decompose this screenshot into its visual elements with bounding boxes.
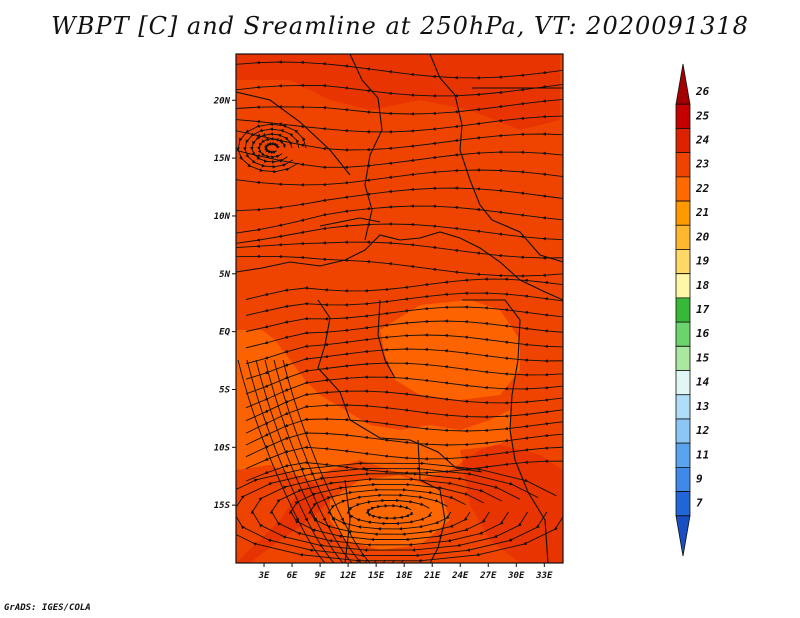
colorbar-swatch [675,128,691,154]
colorbar-swatch [675,345,691,371]
colorbar-label: 15 [696,351,710,364]
lat-tick-label: 15N [214,154,231,164]
colorbar-swatch [675,249,691,275]
colorbar-swatch [675,63,691,105]
colorbar-swatch [675,491,691,517]
grads-credit: GrADS: IGES/COLA [4,603,91,613]
map-title: WBPT [C] and Sreamline at 250hPa, VT: 20… [51,12,749,40]
colorbar-label: 20 [695,230,710,243]
colorbar-label: 25 [695,109,710,122]
streamline [245,417,563,446]
colorbar-label: 26 [695,85,710,98]
colorbar-label: 22 [695,182,710,195]
colorbar-label: 9 [696,472,703,485]
colorbar-label: 11 [696,448,709,461]
colorbar-swatch [675,466,691,492]
streamline [245,361,563,395]
lat-tick-label: 20N [213,96,231,106]
colorbar: 26 25 24 23 22 21 20 19 18 17 16 15 14 13 12 11 9 7 [675,63,710,557]
streamline [246,359,368,563]
streamline [245,403,563,434]
colorbar-label: 7 [696,497,703,510]
lon-tick-label: 24E [451,571,469,581]
lon-tick-label: 15E [368,571,385,581]
lat-tick-label: 10S [214,443,231,453]
streamline [255,359,377,563]
streamline [273,359,395,563]
colorbar-label: 18 [696,279,710,292]
colorbar-swatch [675,200,691,226]
lon-tick-label: 18E [396,571,413,581]
streamline [236,254,563,278]
colorbar-label: 16 [696,327,710,340]
streamline [245,347,563,380]
colorbar-swatch [675,224,691,250]
streamline [236,461,563,563]
lon-tick-label: 30E [507,571,525,581]
colorbar-label: 12 [696,424,710,437]
streamline [236,99,563,116]
streamline [236,83,563,98]
colorbar-swatch [675,152,691,178]
streamline [236,60,563,80]
lon-tick-label: 9E [315,571,326,581]
colorbar-swatch [675,370,691,396]
colorbar-label: 14 [696,376,710,389]
colorbar-swatch [675,321,691,347]
streamline [245,430,563,458]
streamline [236,122,307,174]
streamline [236,222,563,244]
streamline [236,168,563,187]
map-panel [235,53,564,564]
lon-tick-label: 33E [535,571,553,581]
longitude-axis: 3E 6E 9E 12E 15E 18E 21E 24E 27E 30E 33E [258,563,553,581]
colorbar-swatch [675,273,691,299]
streamline [237,359,359,563]
lat-tick-label: EQ [219,328,230,338]
lon-tick-label: 6E [287,571,298,581]
colorbar-swatch [675,394,691,420]
country-borders [236,54,563,563]
lat-tick-label: 5S [219,385,230,395]
colorbar-swatch [675,103,691,129]
lat-tick-label: 5N [219,270,230,280]
lat-tick-label: 15S [214,501,231,511]
colorbar-swatch [675,297,691,323]
colorbar-label: 23 [695,158,710,171]
lon-tick-label: 21E [423,571,441,581]
colorbar-label: 24 [695,134,710,147]
colorbar-label: 17 [696,303,710,316]
map-frame [235,53,564,564]
colorbar-label: 19 [696,255,710,268]
colorbar-label: 21 [695,206,709,219]
lon-tick-label: 27E [479,571,497,581]
colorbar-label: 13 [696,400,710,413]
colorbar-swatch [675,418,691,444]
colorbar-swatch [675,515,691,557]
streamline [245,277,563,300]
streamline [264,359,386,563]
streamline [245,389,563,422]
lon-tick-label: 12E [340,571,357,581]
lat-tick-label: 10N [214,212,231,222]
colorbar-swatch [675,442,691,468]
streamlines [236,60,563,563]
lon-tick-label: 3E [258,571,270,581]
latitude-axis: 20N 15N 10N 5N EQ 5S 10S 15S [213,96,236,511]
streamline [245,291,563,316]
streamline [245,445,563,470]
streamline [282,359,404,563]
colorbar-swatch [675,176,691,202]
